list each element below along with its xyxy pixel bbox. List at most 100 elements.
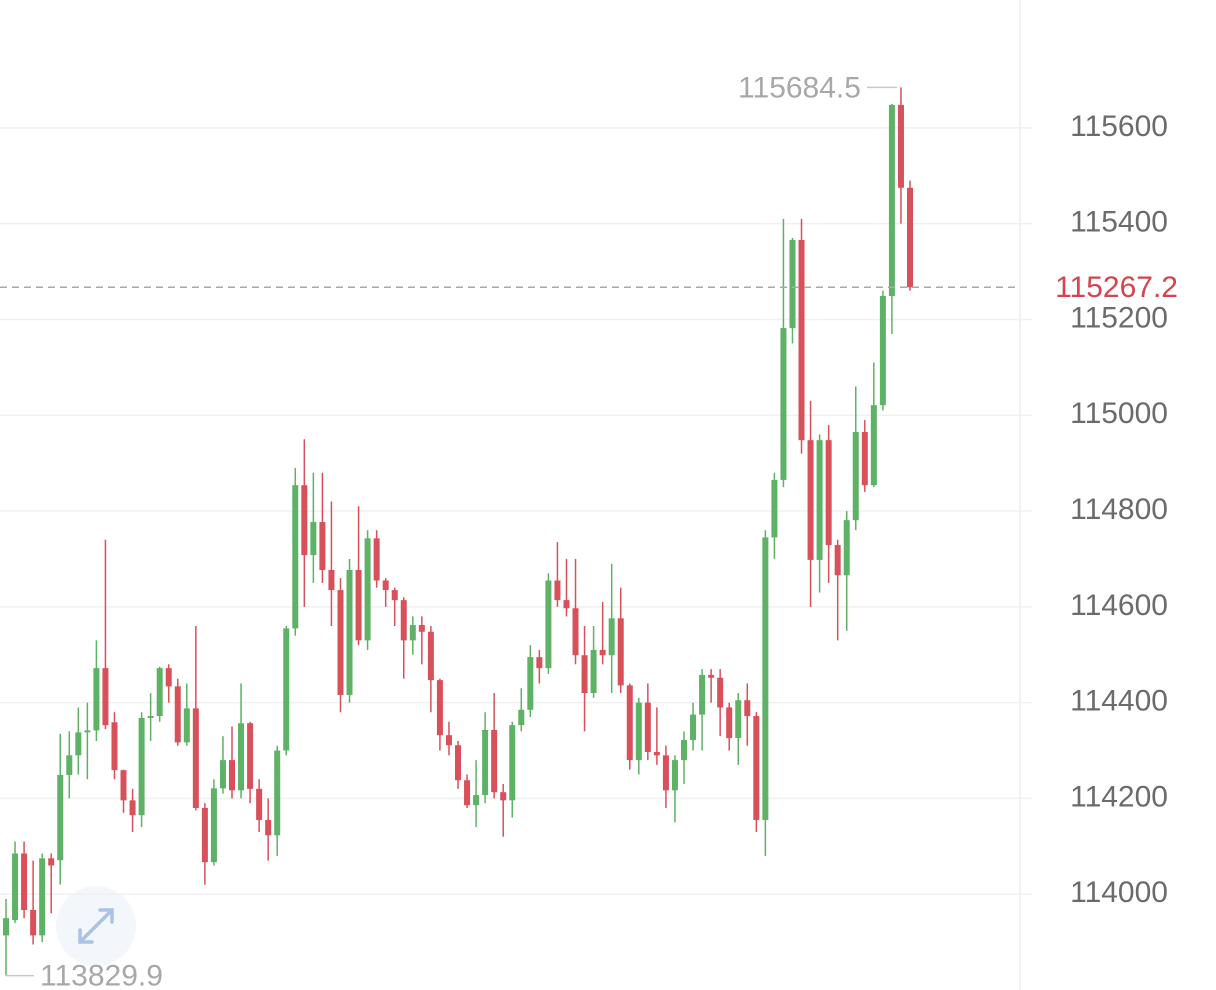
candle-body <box>491 729 498 793</box>
candle-body <box>572 608 579 656</box>
candle-body <box>870 405 877 486</box>
last-price-bg <box>1030 269 1216 306</box>
candle-body <box>780 328 787 480</box>
candle-body <box>653 751 660 756</box>
candle-body <box>165 668 172 687</box>
y-tick-label: 114400 <box>1070 685 1168 718</box>
candle-body <box>30 910 37 936</box>
candle-body <box>229 760 235 791</box>
candle-body <box>256 788 263 820</box>
candle-body <box>816 440 823 560</box>
candle-body <box>138 717 145 816</box>
candle-body <box>102 668 109 726</box>
candle-body <box>111 722 118 771</box>
candle-body <box>57 774 64 861</box>
candle-body <box>861 432 868 486</box>
candle-body <box>39 858 46 936</box>
candle-body <box>66 755 73 775</box>
candle-body <box>21 853 28 911</box>
candle-body <box>391 590 398 601</box>
candle-body <box>473 795 480 806</box>
y-tick-label: 115400 <box>1070 206 1168 239</box>
candle-body <box>897 104 904 188</box>
candle-body <box>798 239 805 441</box>
candle-body <box>201 807 208 863</box>
candle-body <box>608 618 615 656</box>
y-tick-label: 114600 <box>1070 589 1168 622</box>
candle-body <box>337 590 344 695</box>
candle-body <box>219 760 226 789</box>
candle-body <box>418 625 425 632</box>
candle-body <box>825 440 832 546</box>
candle-body <box>120 770 127 801</box>
expand-icon[interactable] <box>78 908 114 944</box>
candle-body <box>156 668 163 717</box>
candle-body <box>427 631 434 681</box>
candle-body <box>75 732 82 756</box>
candle-body <box>409 625 416 641</box>
candle-body <box>509 725 516 801</box>
candle-body <box>554 580 561 601</box>
y-tick-label: 115600 <box>1070 110 1168 143</box>
max-label: 115684.5 <box>738 71 861 104</box>
candle-body <box>690 714 697 740</box>
candle-body <box>12 853 19 921</box>
candle-body <box>635 702 642 761</box>
candle-body <box>147 716 154 718</box>
last-price-label: 115267.2 <box>1055 271 1178 304</box>
candle-body <box>283 628 290 751</box>
candle-body <box>843 520 850 576</box>
candle-body <box>247 723 254 789</box>
min-label: 113829.9 <box>40 960 163 990</box>
candle-body <box>238 723 245 791</box>
candle-body <box>455 745 461 781</box>
candle-body <box>590 649 597 694</box>
candle-body <box>192 708 199 808</box>
candle-body <box>48 858 55 866</box>
candle-body <box>436 680 443 736</box>
candle-body <box>319 522 326 570</box>
candle-body <box>328 569 335 591</box>
candle-body <box>292 485 299 629</box>
candle-body <box>907 187 913 288</box>
y-tick-label: 114000 <box>1070 876 1168 909</box>
candle-body <box>699 674 706 715</box>
candle-body <box>518 709 525 726</box>
candle-body <box>726 707 733 739</box>
candle-body <box>355 569 362 641</box>
candle-body <box>644 702 651 752</box>
candle-body <box>744 700 751 717</box>
y-tick-label: 115200 <box>1070 301 1168 334</box>
expand-button[interactable] <box>56 886 136 966</box>
candle-body <box>671 760 678 791</box>
candle-body <box>274 750 281 836</box>
candle-body <box>482 729 489 796</box>
candle-body <box>174 686 181 743</box>
candle-body <box>681 739 687 761</box>
candle-body <box>400 600 407 641</box>
candle-body <box>265 819 272 836</box>
candle-body <box>617 618 624 686</box>
candle-body <box>84 730 91 733</box>
candle-body <box>129 800 136 816</box>
candle-body <box>382 580 389 591</box>
candle-body <box>762 537 769 820</box>
candle-body <box>3 918 9 936</box>
candle-body <box>735 700 742 739</box>
candle-body <box>527 657 534 710</box>
candle-body <box>807 440 814 560</box>
candle-body <box>852 432 859 521</box>
candle-body <box>210 788 217 863</box>
candle-body <box>789 239 796 329</box>
candle-body <box>346 569 353 695</box>
candle-body <box>93 668 100 731</box>
candle-body <box>373 538 380 581</box>
y-tick-label: 114800 <box>1070 493 1168 526</box>
candle-body <box>500 792 507 801</box>
candle-body <box>310 522 317 556</box>
y-tick-label: 115000 <box>1070 397 1168 430</box>
candle-body <box>536 657 543 669</box>
candle-body <box>888 104 895 296</box>
candle-body <box>771 479 778 538</box>
